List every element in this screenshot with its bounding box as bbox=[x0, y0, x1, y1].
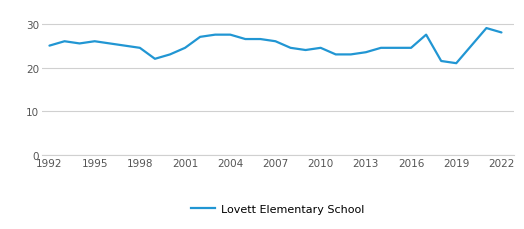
Legend: Lovett Elementary School: Lovett Elementary School bbox=[191, 204, 364, 214]
